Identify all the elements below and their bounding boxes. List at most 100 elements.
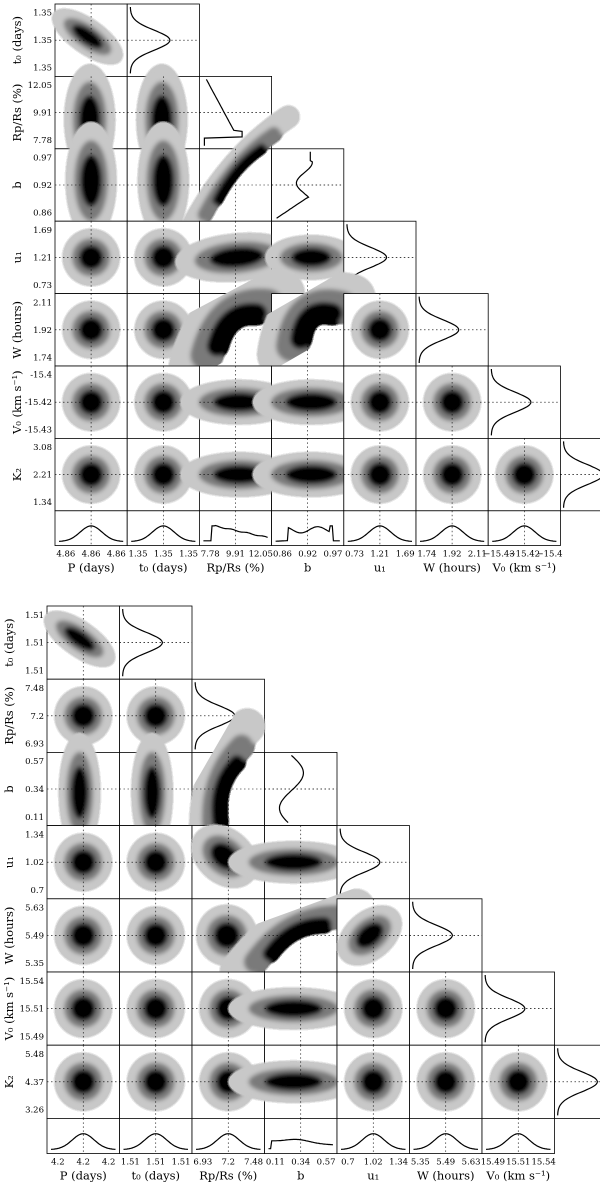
marginal-curve	[129, 7, 171, 74]
y-axis-label: b	[10, 181, 24, 188]
panel-3-0	[54, 220, 128, 294]
x-axis-label: u₁	[367, 1169, 379, 1183]
panel-2-2	[180, 107, 299, 242]
x-tick-label: 0.57	[317, 1158, 336, 1168]
y-tick-label: 1.92	[33, 326, 52, 336]
panel-5-1	[119, 971, 193, 1046]
panel-5-3	[254, 365, 369, 439]
marginal-curve	[484, 975, 526, 1043]
y-tick-label: 1.02	[25, 858, 44, 868]
marginal-panel-3: 0.86 0.92 0.97 b	[271, 510, 345, 575]
y-axis-label: K₂	[10, 468, 24, 481]
marginal-panel-5: 1.74 1.92 2.11W (hours)	[415, 510, 489, 575]
y-tick-label: 7.2	[30, 712, 44, 722]
x-tick-label: −15.4	[537, 550, 563, 560]
panel-5-4	[336, 971, 410, 1046]
y-tick-label: 4.37	[25, 1078, 44, 1088]
marginal-curve	[341, 1133, 406, 1150]
y-axis-label: t₀ (days)	[2, 618, 16, 666]
panel-5-3	[229, 971, 358, 1046]
x-axis-label: b	[297, 1169, 304, 1183]
x-tick-label: 1.35	[129, 550, 148, 560]
density-blob	[53, 10, 122, 63]
y-tick-label: 3.08	[33, 443, 52, 453]
density-blob	[180, 107, 299, 242]
density-blob	[139, 123, 188, 238]
marginal-panel-3: 0.11 0.34 0.57 b	[264, 1118, 338, 1183]
x-tick-label: 0.86	[273, 550, 292, 560]
y-tick-label: 0.73	[33, 281, 52, 291]
marginal-curve	[557, 1048, 599, 1116]
y-tick-label: 1.51	[25, 611, 44, 621]
density-blob	[67, 123, 115, 238]
x-axis-label: Rp/Rs (%)	[206, 561, 264, 575]
panel-3-1	[126, 220, 200, 294]
y-tick-label: 7.78	[33, 136, 52, 146]
x-tick-label: 0.11	[266, 1158, 285, 1168]
x-axis-label: V₀ (km s⁻¹)	[491, 561, 556, 575]
panel-3-4	[336, 825, 410, 900]
y-tick-label: 1.51	[25, 639, 44, 649]
panel-0-1	[119, 605, 193, 680]
panel-5-5	[409, 971, 483, 1046]
panel-2-0	[46, 734, 120, 851]
marginal-curve	[490, 369, 532, 436]
y-tick-label: 2.11	[33, 298, 52, 308]
panel-0-0	[53, 3, 128, 77]
density-blob	[170, 270, 304, 389]
panel-3-1	[119, 825, 193, 900]
x-tick-label: 4.86	[56, 550, 75, 560]
x-tick-label: 4.2	[51, 1158, 65, 1168]
y-tick-label: 0.57	[25, 757, 44, 767]
marginal-curve	[122, 609, 164, 677]
marginal-curve	[275, 525, 340, 542]
marginal-curve	[418, 296, 460, 363]
x-tick-label: 0.73	[345, 550, 364, 560]
marginal-curve	[347, 525, 412, 542]
y-tick-label: 12.05	[28, 81, 52, 91]
marginal-panel-4: 0.73 1.21 1.69 u₁	[343, 510, 417, 575]
density-blob	[258, 273, 374, 377]
y-axis-label: u₁	[2, 856, 16, 868]
panel-4-5	[415, 293, 489, 367]
y-axis-label: t₀ (days)	[10, 16, 24, 64]
panel-5-4	[343, 365, 417, 439]
marginal-curve	[563, 441, 600, 508]
marginal-curve	[486, 1133, 551, 1150]
panel-1-0	[46, 678, 120, 753]
y-tick-label: 0.97	[33, 153, 52, 163]
x-tick-label: 0.97	[324, 550, 343, 560]
x-axis-label: t₀ (days)	[132, 1169, 180, 1183]
x-tick-label: 0.92	[298, 550, 317, 560]
panel-6-5	[409, 1044, 483, 1119]
y-tick-label: 1.51	[25, 666, 44, 676]
x-tick-label: 5.63	[462, 1158, 481, 1168]
marginal-curve	[51, 1133, 116, 1150]
y-tick-label: 1.21	[33, 253, 52, 263]
x-tick-label: 4.2	[76, 1158, 90, 1168]
marginal-curve	[339, 828, 381, 896]
panel-0-1	[126, 3, 200, 77]
x-axis-label: W (hours)	[423, 561, 481, 575]
y-tick-label: 1.35	[33, 36, 52, 46]
panel-4-4	[343, 293, 417, 367]
y-tick-label: 5.35	[25, 959, 44, 969]
panel-2-1	[119, 734, 193, 851]
y-tick-label: 9.91	[33, 109, 52, 119]
marginal-panel-0: 4.86 4.86 4.86P (days)	[54, 510, 128, 575]
y-tick-label: 0.34	[25, 785, 44, 795]
y-tick-label: 1.34	[33, 498, 52, 508]
x-tick-label: 4.86	[82, 550, 101, 560]
panel-frame	[554, 1044, 600, 1119]
y-tick-label: 3.26	[25, 1106, 44, 1116]
density-blob	[45, 612, 114, 666]
y-tick-label: 0.92	[33, 181, 52, 191]
panel-6-7	[554, 1044, 600, 1119]
panel-4-3	[258, 273, 374, 377]
x-tick-label: 15.49	[481, 1158, 505, 1168]
marginal-curve	[131, 525, 196, 542]
